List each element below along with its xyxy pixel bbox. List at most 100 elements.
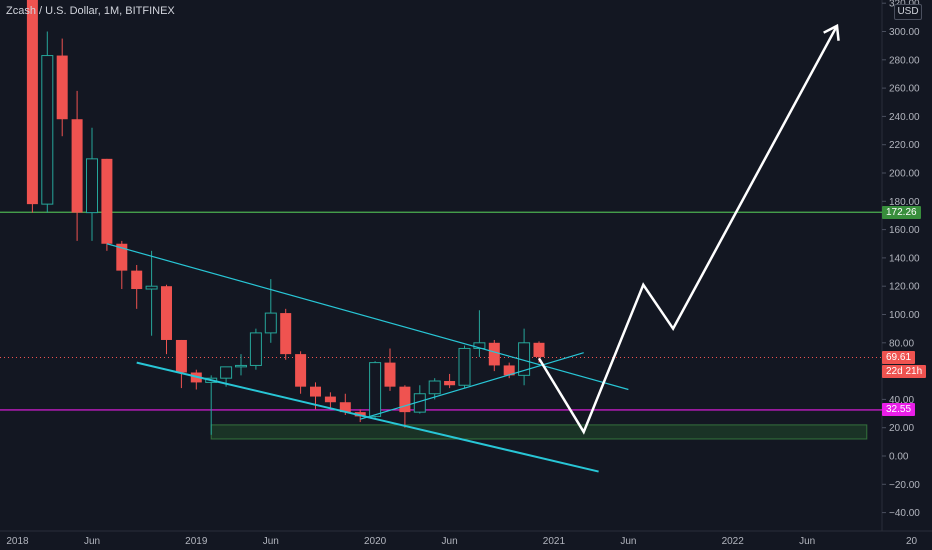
candle: [235, 354, 247, 376]
candle-body: [264, 312, 277, 334]
candle: [428, 378, 441, 400]
candle-body: [249, 332, 262, 366]
candle-body: [41, 55, 54, 205]
price-tick-label: −20.00: [889, 480, 920, 491]
candle: [161, 284, 172, 355]
price-tick-label: 100.00: [889, 310, 920, 321]
candle-body: [503, 365, 515, 376]
price-axis-background: [882, 0, 932, 531]
price-tick-label: 200.00: [889, 169, 920, 180]
symbol-header[interactable]: Zcash / U.S. Dollar, 1M, BITFINEX: [6, 5, 175, 17]
time-tick-label: 2021: [543, 536, 566, 547]
time-tick-label: 2019: [185, 536, 208, 547]
price-tick-label: 240.00: [889, 112, 920, 123]
price-tick-label: 260.00: [889, 84, 920, 95]
time-tick-label: 2020: [364, 536, 387, 547]
time-axis-background: [0, 531, 932, 550]
projection-layer: [537, 23, 840, 435]
candle-body: [26, 0, 38, 205]
time-axis[interactable]: 2018 Jun 2019 Jun 2020 Jun 2021 Jun 2022 Jun 20: [6, 536, 917, 547]
candle: [86, 127, 98, 241]
time-tick-label: 2018: [6, 536, 29, 547]
price-tick-label: 220.00: [889, 140, 920, 151]
trendlines-layer: [106, 243, 629, 473]
bar-countdown-tag: 22d 21h: [882, 365, 927, 378]
plot-background: [0, 0, 882, 531]
candle-body: [310, 386, 321, 397]
candle-body: [101, 158, 113, 244]
demand-zone: [210, 424, 868, 440]
candle-body: [56, 55, 68, 120]
symbol-name: Zcash / U.S. Dollar: [6, 5, 98, 17]
candle: [131, 264, 143, 309]
candle: [384, 348, 396, 391]
candle: [26, 0, 38, 213]
price-tick-label: 160.00: [889, 225, 920, 236]
candle-body: [488, 342, 500, 366]
price-tick-label: 0.00: [889, 452, 909, 463]
demand-zone-layer: [210, 424, 868, 440]
time-tick-label: Jun: [799, 536, 815, 547]
time-tick-label: Jun: [620, 536, 636, 547]
candle: [444, 373, 456, 389]
time-tick-label: 2022: [722, 536, 745, 547]
candle-body: [220, 366, 233, 379]
candle: [116, 240, 128, 290]
price-tick-label: 40.00: [889, 395, 914, 406]
candle-body: [458, 347, 471, 386]
candle-body: [235, 364, 247, 368]
candle: [175, 339, 187, 389]
time-tick-label: Jun: [84, 536, 100, 547]
candle-body: [354, 412, 366, 417]
candle-body: [116, 243, 128, 271]
price-tick-label: 20.00: [889, 423, 914, 434]
candles-layer: [26, 0, 545, 435]
candle-body: [280, 313, 292, 355]
candle: [295, 351, 307, 394]
candle-body: [428, 380, 441, 395]
candle-body: [161, 286, 172, 340]
candle: [41, 31, 54, 213]
resistance-price-tag: 172.26: [882, 205, 921, 219]
candle: [458, 345, 471, 389]
candle-body: [175, 339, 187, 373]
price-tick-label: 280.00: [889, 55, 920, 66]
candle-body: [399, 386, 411, 413]
candle: [488, 339, 500, 372]
projection-path: [537, 25, 839, 435]
candle: [324, 392, 336, 410]
candle-body: [71, 119, 83, 213]
candle: [503, 362, 515, 379]
candle: [280, 308, 292, 360]
price-tick-label: 120.00: [889, 282, 920, 293]
candle: [369, 361, 382, 418]
price-tick-label: 80.00: [889, 338, 914, 349]
price-tick-label: 140.00: [889, 253, 920, 264]
candle: [101, 158, 113, 251]
candle: [71, 90, 83, 241]
header-separator: ,: [97, 5, 104, 17]
time-tick-label: Jun: [263, 536, 279, 547]
projection-arrowhead: [823, 23, 840, 41]
price-tick-label: 180.00: [889, 197, 920, 208]
exchange-label: BITFINEX: [125, 5, 175, 17]
support-price-tag: 32.55: [882, 403, 916, 417]
price-tick-label: 300.00: [889, 27, 920, 38]
candle: [56, 38, 68, 137]
candle-body: [533, 342, 545, 357]
rising-support-trendline: [360, 352, 584, 420]
candle-body: [369, 362, 382, 417]
candle-body: [295, 354, 307, 387]
candle-body: [86, 158, 98, 214]
interval-label: 1M: [103, 5, 120, 17]
time-tick-label: Jun: [442, 536, 458, 547]
time-tick-label: 20: [906, 536, 918, 547]
candle-body: [145, 285, 158, 290]
last-price-tag: 69.61: [882, 351, 916, 364]
price-tick-label: −40.00: [889, 508, 920, 519]
price-axis[interactable]: −40.00 −20.00 0.00 20.00 40.00 80.00 100.00 120…: [882, 0, 920, 519]
candle-body: [131, 270, 143, 290]
currency-badge[interactable]: USD: [894, 4, 922, 20]
